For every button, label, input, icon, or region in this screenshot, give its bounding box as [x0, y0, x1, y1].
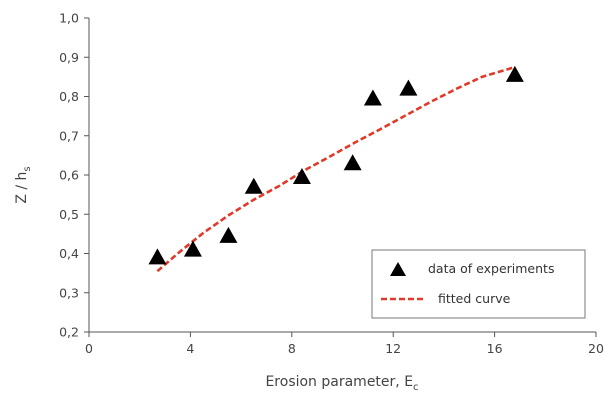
data-point-triangle: [363, 89, 382, 106]
x-tick-label: 8: [288, 341, 296, 356]
y-tick-label: 0,5: [59, 207, 79, 222]
x-tick-label: 4: [186, 341, 194, 356]
x-axis-label: Erosion parameter, Ec: [265, 374, 418, 393]
x-tick-label: 20: [588, 341, 604, 356]
data-point-triangle: [505, 65, 524, 82]
data-point-triangle: [219, 226, 238, 243]
legend-triangle-icon: [390, 262, 406, 276]
data-point-triangle: [148, 248, 167, 265]
y-tick-label: 0,9: [59, 50, 79, 65]
y-tick-label: 0,3: [59, 285, 79, 300]
y-tick-label: 0,7: [59, 128, 79, 143]
data-point-triangle: [183, 240, 202, 257]
x-tick-label: 0: [85, 341, 93, 356]
legend-box: [371, 249, 586, 319]
legend-label-experiments: data of experiments: [428, 261, 554, 276]
x-tick-label: 16: [487, 341, 503, 356]
ticks: 0,2 0,3 0,4 0,5 0,6 0,7 0,8 0,9 1,0 0 4 8 12 16 20: [59, 11, 604, 357]
plot-area: [148, 65, 524, 273]
data-point-triangle: [399, 79, 418, 96]
legend-label-fitted: fitted curve: [438, 291, 511, 306]
x-tick-label: 12: [385, 341, 401, 356]
y-tick-label: 0,6: [59, 168, 79, 183]
y-axis-label: Z / hs: [14, 166, 33, 203]
y-tick-label: 1,0: [59, 11, 79, 26]
y-tick-label: 0,4: [59, 246, 79, 261]
data-point-triangle: [292, 167, 311, 184]
data-point-triangle: [343, 154, 362, 171]
y-tick-label: 0,2: [59, 325, 79, 340]
legend: data of experiments fitted curve: [371, 249, 586, 319]
fitted-curve-line: [156, 65, 516, 273]
y-tick-label: 0,8: [59, 89, 79, 104]
data-point-triangle: [244, 177, 263, 194]
